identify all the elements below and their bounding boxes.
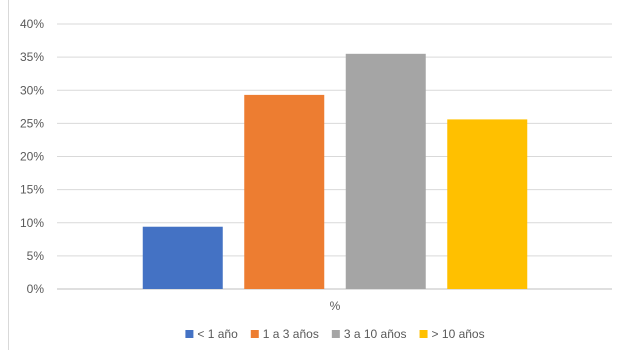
legend-swatch — [419, 330, 428, 338]
bars — [142, 53, 528, 290]
bar — [244, 94, 325, 289]
legend-swatch — [331, 330, 340, 338]
y-tick-label: 20% — [20, 150, 44, 164]
legend-item: < 1 año — [185, 327, 238, 341]
y-tick-label: 30% — [20, 83, 44, 97]
legend-label: < 1 año — [197, 327, 238, 341]
legend-item: 1 a 3 años — [250, 327, 319, 341]
legend-swatch — [250, 330, 259, 338]
y-tick-label: 25% — [20, 116, 44, 130]
bar — [447, 119, 528, 290]
legend: < 1 año 1 a 3 años 3 a 10 años > 10 años — [185, 327, 485, 341]
legend-label: 3 a 10 años — [344, 327, 407, 341]
legend-swatch — [185, 330, 194, 338]
x-axis: % — [330, 299, 341, 313]
legend-item: > 10 años — [419, 327, 485, 341]
y-tick-label: 40% — [20, 17, 44, 31]
bar — [142, 226, 223, 289]
y-tick-label: 0% — [27, 282, 45, 296]
chart-frame — [8, 0, 620, 350]
y-axis-tick-labels: 0% 5% 10% 15% 20% 25% 30% 35% 40% — [20, 17, 44, 296]
x-category-label: % — [330, 299, 341, 313]
y-tick-label: 15% — [20, 183, 44, 197]
y-tick-label: 35% — [20, 50, 44, 64]
y-tick-label: 10% — [20, 216, 44, 230]
gridlines — [57, 23, 612, 290]
y-tick-label: 5% — [27, 249, 45, 263]
legend-label: > 10 años — [432, 327, 485, 341]
legend-item: 3 a 10 años — [331, 327, 407, 341]
legend-label: 1 a 3 años — [263, 327, 319, 341]
bar — [345, 53, 426, 289]
